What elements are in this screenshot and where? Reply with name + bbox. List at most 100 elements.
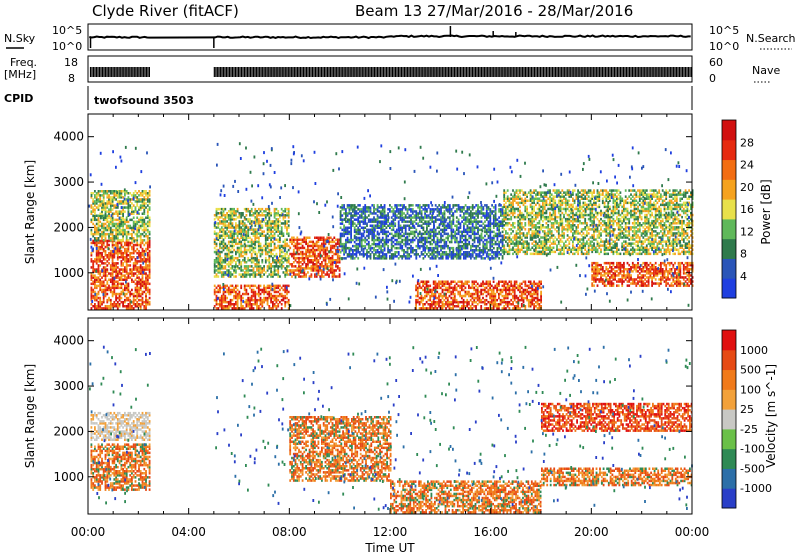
heatmap-cell	[99, 303, 102, 306]
heatmap-cell	[438, 298, 440, 302]
heatmap-cell	[270, 284, 272, 288]
heatmap-cell	[222, 267, 225, 270]
heatmap-cell	[264, 261, 267, 264]
heatmap-cell	[533, 296, 535, 300]
heatmap-cell	[446, 282, 449, 286]
heatmap-cell	[134, 288, 137, 292]
heatmap-cell	[321, 238, 323, 241]
heatmap-cell	[215, 298, 218, 302]
heatmap-cell	[256, 232, 258, 235]
heatmap-cell	[415, 212, 418, 215]
heatmap-cell	[277, 218, 280, 221]
heatmap-cell	[397, 204, 400, 207]
heatmap-cell	[284, 296, 287, 300]
heatmap-cell	[445, 280, 447, 283]
heatmap-cell	[341, 206, 344, 209]
heatmap-cell	[536, 292, 539, 296]
heatmap-cell	[136, 241, 139, 245]
heatmap-cell	[411, 246, 414, 250]
heatmap-cell	[213, 238, 216, 241]
heatmap-cell	[215, 307, 218, 310]
heatmap-cell	[360, 212, 363, 215]
heatmap-cell	[227, 303, 230, 306]
heatmap-cell	[116, 270, 119, 273]
heatmap-cell	[533, 280, 535, 283]
heatmap-cell	[401, 255, 404, 258]
heatmap-cell	[389, 238, 391, 242]
heatmap-cell	[224, 224, 227, 227]
heatmap-cell	[99, 241, 102, 245]
heatmap-cell	[284, 275, 287, 278]
heatmap-cell	[127, 260, 130, 263]
heatmap-cell	[97, 226, 100, 230]
heatmap-cell	[136, 260, 139, 263]
heatmap-cell	[97, 290, 100, 294]
heatmap-cell	[109, 206, 112, 209]
heatmap-cell	[333, 275, 336, 278]
heatmap-cell	[148, 266, 151, 269]
heatmap-cell	[432, 298, 435, 302]
heatmap-cell	[411, 251, 414, 254]
heatmap-cell	[145, 249, 147, 253]
heatmap-cell	[240, 263, 243, 266]
heatmap-cell	[104, 226, 107, 230]
heatmap-cell	[422, 257, 425, 260]
heatmap-cell	[264, 218, 267, 221]
heatmap-cell	[392, 244, 395, 248]
heatmap-cell	[240, 242, 243, 246]
heatmap-cell	[536, 282, 539, 286]
heatmap-cell	[408, 253, 411, 256]
heatmap-cell	[94, 258, 96, 261]
heatmap-cell	[513, 305, 516, 308]
heatmap-cell	[259, 271, 262, 274]
heatmap-cell	[229, 212, 232, 215]
heatmap-cell	[141, 212, 144, 215]
heatmap-cell	[139, 224, 142, 228]
heatmap-cell	[264, 290, 267, 294]
heatmap-cell	[512, 290, 514, 294]
heatmap-cell	[146, 278, 149, 281]
heatmap-cell	[102, 206, 105, 209]
heatmap-cell	[501, 284, 504, 288]
heatmap-cell	[219, 250, 221, 254]
heatmap-cell	[438, 296, 440, 300]
heatmap-cell	[508, 292, 511, 296]
heatmap-cell	[380, 257, 382, 260]
heatmap-cell	[425, 282, 428, 286]
heatmap-cell	[355, 214, 358, 217]
heatmap-cell	[136, 268, 139, 271]
heatmap-cell	[277, 210, 280, 213]
heatmap-cell	[109, 230, 112, 234]
heatmap-cell	[139, 282, 142, 286]
heatmap-cell	[215, 265, 218, 268]
heatmap-cell	[282, 256, 285, 260]
heatmap-cell	[148, 224, 151, 228]
heatmap-cell	[145, 202, 147, 205]
heatmap-cell	[268, 267, 271, 270]
heatmap-cell	[236, 248, 239, 252]
heatmap-cell	[305, 248, 307, 252]
heatmap-cell	[381, 255, 384, 258]
heatmap-cell	[362, 238, 365, 242]
heatmap-cell	[355, 230, 358, 234]
heatmap-cell	[404, 230, 407, 234]
heatmap-cell	[102, 290, 105, 294]
heatmap-cell	[522, 296, 525, 300]
heatmap-cell	[326, 271, 329, 274]
heatmap-cell	[485, 286, 488, 290]
heatmap-cell	[240, 230, 243, 233]
heatmap-cell	[468, 286, 470, 290]
heatmap-cell	[357, 246, 360, 250]
heatmap-cell	[141, 232, 144, 236]
heatmap-cell	[213, 267, 216, 270]
heatmap-cell	[264, 236, 267, 239]
heatmap-cell	[235, 240, 237, 244]
heatmap-cell	[146, 239, 149, 242]
heatmap-cell	[118, 196, 121, 199]
heatmap-cell	[235, 224, 237, 227]
heatmap-cell	[138, 305, 140, 308]
heatmap-cell	[219, 284, 221, 288]
heatmap-cell	[146, 260, 149, 263]
heatmap-cell	[346, 204, 349, 207]
heatmap-cell	[538, 305, 541, 308]
